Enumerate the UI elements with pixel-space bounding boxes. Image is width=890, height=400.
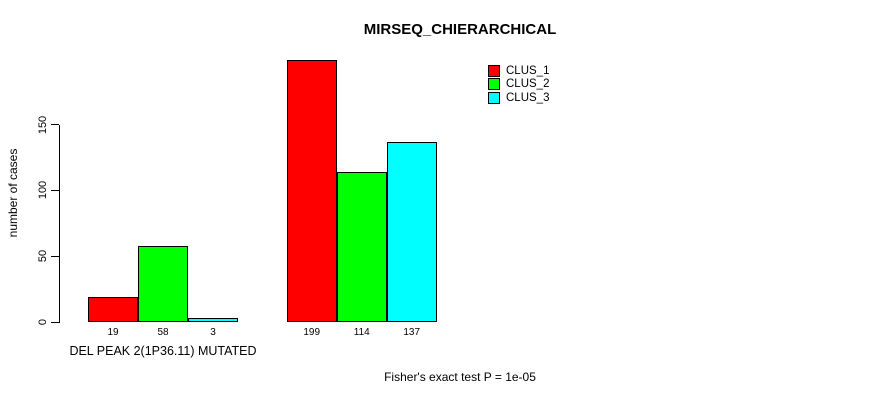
chart-title: MIRSEQ_CHIERARCHICAL: [363, 21, 557, 38]
bar-value-label: 58: [157, 327, 169, 338]
legend-swatch-clus_2: [488, 78, 500, 91]
bar-value-label: 199: [303, 327, 321, 338]
bar-clus_1: [286, 59, 337, 322]
bar-clus_2: [336, 171, 387, 322]
bar-value-label: 19: [107, 327, 119, 338]
legend-item: CLUS_3: [488, 91, 550, 104]
legend-swatch-clus_1: [488, 65, 500, 77]
y-axis-tick-label: 150: [37, 115, 49, 134]
legend-swatch-clus_3: [488, 91, 500, 104]
legend-label: CLUS_2: [506, 78, 550, 91]
y-axis-label: number of cases: [6, 148, 20, 238]
legend-item: CLUS_2: [488, 78, 550, 91]
fisher-test-annotation: Fisher's exact test P = 1e-05: [384, 370, 536, 384]
bar-clus_1: [88, 296, 138, 322]
x-axis-group-label: DEL PEAK 2(1P36.11) MUTATED: [69, 344, 257, 358]
y-axis-tick: [51, 189, 59, 191]
legend-label: CLUS_1: [506, 65, 550, 77]
bar-value-label: 3: [210, 327, 216, 338]
bar-clus_3: [188, 318, 238, 322]
y-axis-tick: [51, 255, 59, 257]
y-axis-tick-label: 0: [37, 318, 49, 326]
y-axis-tick: [51, 124, 59, 125]
y-axis-tick: [51, 321, 59, 323]
bar-clus_3: [386, 141, 437, 322]
bar-value-label: 137: [403, 327, 421, 338]
legend-item: CLUS_1: [488, 65, 549, 77]
legend: CLUS_1 CLUS_2 CLUS_3: [488, 65, 549, 105]
bar-clus_2: [138, 245, 188, 322]
y-axis-tick-label: 50: [37, 250, 49, 263]
legend-label: CLUS_3: [506, 91, 550, 104]
bar-value-label: 114: [353, 327, 370, 338]
y-axis-tick-label: 100: [37, 181, 49, 200]
y-axis-line: [59, 124, 60, 323]
